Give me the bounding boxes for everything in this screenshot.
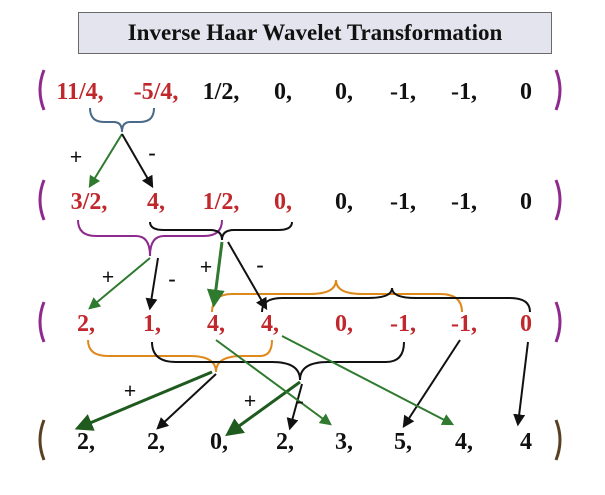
arrow-to-row4-8 [513, 341, 529, 427]
row-3-item: 0 [520, 311, 532, 337]
row-1-item: -1, [451, 79, 477, 105]
row-1-item: 1/2, [203, 79, 240, 105]
row-1-left-bracket [38, 69, 46, 111]
row-3-item: 0, [335, 311, 353, 337]
row-4-item: 2, [147, 429, 165, 455]
row-4-item: 2, [77, 429, 95, 455]
row-2-right-bracket [554, 179, 562, 221]
row-1-item: 0, [274, 79, 292, 105]
diagram-title: Inverse Haar Wavelet Transformation [78, 12, 552, 54]
minus-operator: - [168, 266, 175, 291]
row-1-item: 0 [520, 79, 532, 105]
row-3-item: 1, [143, 311, 161, 337]
row-3-item: 4, [207, 311, 225, 337]
brace-row2-first-pair [77, 219, 223, 257]
arrow-diff-to-row3-4 [227, 241, 268, 311]
plus-operator: + [124, 378, 137, 403]
arrow-to-row4-7 [281, 335, 455, 426]
brace-row1-pair [89, 107, 155, 133]
row-1-item: -1, [390, 79, 416, 105]
arrows [74, 133, 529, 437]
arrow-to-row4-5 [215, 339, 332, 426]
brace-row3-upper-black [261, 287, 531, 313]
arrow-sum-to-row2-1 [88, 133, 123, 189]
row-4-item: 2, [276, 429, 294, 455]
arrow-to-row4-4 [286, 383, 303, 431]
arrow-diff-to-row3-2 [145, 257, 159, 311]
brace-row3-lower-black [151, 341, 405, 381]
row-1-right-bracket [554, 69, 562, 111]
row-3: 2, 1, 4, 4, 0, -1, -1, 0 [77, 311, 532, 337]
brace-row3-upper-orange [211, 279, 463, 313]
grouping-braces [77, 107, 531, 381]
row-2-item: 0, [335, 189, 353, 215]
row-4-item: 4, [455, 429, 473, 455]
plus-operator: + [70, 144, 83, 169]
row-2-item: 4, [147, 189, 165, 215]
brace-row2-second-pair [149, 221, 293, 241]
arrow-to-row4-2 [156, 373, 217, 430]
arrow-sum-to-row3-3 [206, 241, 225, 308]
row-1-item: 0, [335, 79, 353, 105]
plus-operator: + [102, 264, 115, 289]
row-1-item: -5/4, [134, 79, 179, 105]
minus-operator: - [296, 388, 303, 413]
plus-operator: + [244, 388, 257, 413]
row-1-item: 11/4, [56, 79, 103, 105]
row-3-item: 4, [261, 311, 279, 337]
arrow-to-row4-1 [74, 370, 213, 431]
arrow-sum-to-row3-1 [88, 257, 151, 310]
row-4-item: 0, [210, 429, 228, 455]
row-2: 3/2, 4, 1/2, 0, 0, -1, -1, 0 [71, 189, 532, 215]
row-3-left-bracket [38, 301, 46, 343]
row-2-item: 1/2, [203, 189, 240, 215]
row-4-item: 5, [394, 429, 412, 455]
row-3-right-bracket [554, 301, 562, 343]
row-2-item: 3/2, [71, 189, 108, 215]
row-3-item: -1, [451, 311, 477, 337]
operators: + - + - + - + + - [70, 140, 304, 413]
row-2-item: 0 [520, 189, 532, 215]
arrow-to-row4-3 [225, 380, 301, 437]
arrow-diff-to-row2-2 [121, 133, 154, 189]
arrow-to-row4-6 [402, 339, 461, 429]
row-2-left-bracket [38, 179, 46, 221]
minus-operator: - [148, 140, 155, 165]
row-4-item: 3, [335, 429, 353, 455]
row-3-item: -1, [390, 311, 416, 337]
row-4-item: 4 [520, 429, 532, 455]
row-1: 11/4, -5/4, 1/2, 0, 0, -1, -1, 0 [56, 79, 532, 105]
row-3-item: 2, [77, 311, 95, 337]
row-2-item: -1, [451, 189, 477, 215]
row-4: 2, 2, 0, 2, 3, 5, 4, 4 [77, 429, 532, 455]
row-4-left-bracket [38, 419, 46, 461]
brace-row3-lower-orange [87, 339, 273, 373]
row-4-right-bracket [554, 419, 562, 461]
minus-operator: - [256, 252, 263, 277]
row-brackets [38, 69, 562, 461]
row-2-item: 0, [274, 189, 292, 215]
row-2-item: -1, [390, 189, 416, 215]
plus-operator: + [200, 254, 213, 279]
